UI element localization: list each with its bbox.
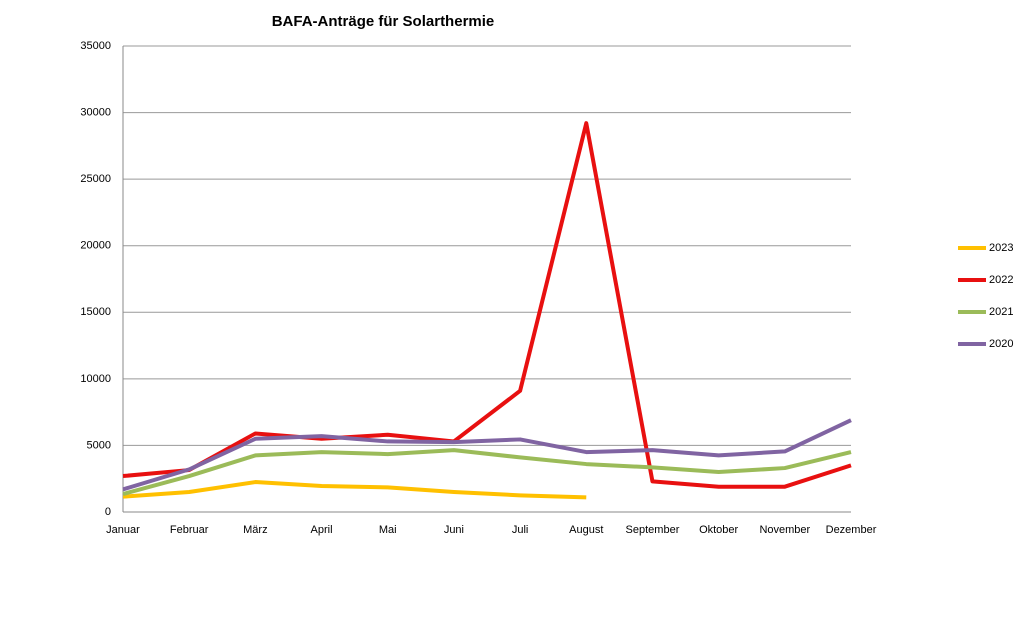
y-tick-label: 25000	[80, 173, 111, 185]
x-tick-label: Juli	[512, 524, 529, 536]
y-tick-label: 5000	[87, 439, 111, 451]
x-tick-label: März	[243, 524, 267, 536]
x-tick-label: August	[569, 524, 603, 536]
legend-label: 2023	[989, 242, 1013, 254]
chart-title: BAFA-Anträge für Solarthermie	[272, 13, 495, 30]
legend-label: 2021	[989, 306, 1013, 318]
y-tick-label: 0	[105, 506, 111, 518]
series-line	[122, 121, 852, 489]
x-tick-label: Januar	[106, 524, 140, 536]
legend-label: 2020	[989, 338, 1013, 350]
x-tick-label: November	[759, 524, 810, 536]
x-tick-label: Oktober	[699, 524, 738, 536]
series-line	[122, 448, 852, 496]
x-tick-label: April	[311, 524, 333, 536]
x-tick-label: Mai	[379, 524, 397, 536]
y-tick-label: 35000	[80, 40, 111, 52]
series-line	[122, 418, 852, 492]
x-tick-label: Februar	[170, 524, 209, 536]
y-tick-label: 15000	[80, 306, 111, 318]
x-tick-label: Juni	[444, 524, 464, 536]
y-tick-label: 20000	[80, 240, 111, 252]
x-tick-label: Dezember	[826, 524, 877, 536]
x-tick-label: September	[626, 524, 680, 536]
y-tick-label: 30000	[80, 106, 111, 118]
y-tick-label: 10000	[80, 373, 111, 385]
legend-label: 2022	[989, 274, 1013, 286]
series-line	[122, 480, 587, 500]
